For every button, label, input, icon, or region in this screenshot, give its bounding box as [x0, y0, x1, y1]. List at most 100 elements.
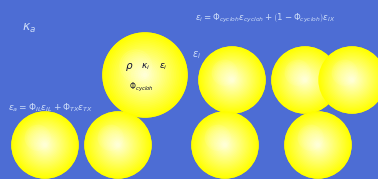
Circle shape	[333, 62, 370, 98]
Circle shape	[118, 48, 172, 102]
Circle shape	[225, 73, 239, 87]
Circle shape	[272, 47, 338, 113]
Text: $\varepsilon_i$: $\varepsilon_i$	[192, 49, 201, 61]
Circle shape	[93, 120, 143, 170]
Circle shape	[302, 129, 334, 161]
Circle shape	[281, 56, 329, 104]
Circle shape	[228, 76, 236, 84]
Text: $\varepsilon_a = \Phi_{IL}\varepsilon_{IL} + \Phi_{TX}\varepsilon_{TX}$: $\varepsilon_a = \Phi_{IL}\varepsilon_{I…	[8, 102, 93, 114]
Circle shape	[110, 137, 126, 153]
Circle shape	[28, 128, 62, 162]
Text: $\varepsilon_i = \Phi_{cycloh}\varepsilon_{cycloh} + \left(1 - \Phi_{cycloh}\rig: $\varepsilon_i = \Phi_{cycloh}\varepsilo…	[195, 11, 336, 25]
Circle shape	[106, 36, 184, 114]
Circle shape	[327, 55, 377, 105]
Circle shape	[293, 68, 317, 92]
Circle shape	[34, 134, 56, 156]
Circle shape	[302, 77, 308, 83]
Circle shape	[289, 64, 321, 96]
Circle shape	[199, 47, 265, 113]
Circle shape	[296, 123, 341, 167]
Circle shape	[89, 116, 147, 174]
Circle shape	[115, 142, 121, 148]
Circle shape	[215, 63, 249, 97]
Circle shape	[288, 115, 349, 175]
Circle shape	[275, 50, 335, 110]
Circle shape	[214, 62, 236, 84]
Circle shape	[283, 58, 327, 102]
Circle shape	[301, 76, 309, 84]
Circle shape	[112, 138, 125, 152]
Circle shape	[285, 60, 325, 100]
Circle shape	[15, 115, 75, 175]
Text: $\varepsilon_i$: $\varepsilon_i$	[159, 62, 167, 72]
Circle shape	[132, 62, 158, 88]
Circle shape	[330, 58, 375, 102]
Circle shape	[105, 132, 131, 158]
Circle shape	[26, 127, 64, 163]
Circle shape	[287, 62, 324, 98]
Circle shape	[289, 116, 347, 174]
Circle shape	[39, 138, 52, 152]
Circle shape	[96, 123, 141, 167]
Circle shape	[349, 77, 355, 83]
Circle shape	[115, 45, 175, 105]
Circle shape	[341, 69, 363, 91]
Circle shape	[103, 33, 187, 117]
Circle shape	[204, 124, 246, 166]
Circle shape	[222, 142, 228, 148]
Circle shape	[113, 140, 123, 150]
Circle shape	[290, 66, 319, 95]
Circle shape	[199, 47, 265, 113]
Circle shape	[224, 72, 240, 88]
Circle shape	[102, 129, 134, 161]
Circle shape	[33, 133, 57, 157]
Circle shape	[300, 75, 310, 85]
Circle shape	[203, 51, 261, 109]
Circle shape	[216, 136, 234, 154]
Circle shape	[220, 140, 230, 150]
Circle shape	[209, 58, 254, 102]
Circle shape	[212, 60, 237, 85]
Circle shape	[40, 140, 50, 150]
Circle shape	[31, 130, 59, 159]
Circle shape	[110, 40, 180, 110]
Circle shape	[106, 133, 130, 157]
Circle shape	[219, 67, 245, 93]
Circle shape	[36, 136, 54, 154]
Circle shape	[143, 73, 147, 77]
Circle shape	[136, 67, 153, 83]
Circle shape	[297, 124, 339, 166]
Circle shape	[217, 66, 246, 95]
Circle shape	[323, 51, 378, 109]
Circle shape	[338, 66, 367, 95]
Text: $\kappa_i$: $\kappa_i$	[141, 62, 150, 72]
Circle shape	[25, 125, 65, 165]
Circle shape	[344, 72, 360, 88]
Circle shape	[98, 125, 123, 150]
Circle shape	[85, 112, 151, 178]
Circle shape	[301, 128, 335, 162]
Circle shape	[104, 130, 133, 159]
Circle shape	[16, 116, 74, 174]
Circle shape	[198, 119, 251, 171]
Circle shape	[319, 47, 378, 113]
Circle shape	[218, 138, 232, 152]
Circle shape	[193, 113, 257, 177]
Circle shape	[213, 133, 237, 157]
Circle shape	[108, 38, 182, 112]
Circle shape	[107, 134, 129, 156]
Circle shape	[211, 59, 253, 101]
Circle shape	[332, 60, 372, 100]
Circle shape	[116, 46, 174, 104]
Circle shape	[101, 128, 135, 162]
Circle shape	[345, 73, 359, 87]
Circle shape	[294, 121, 342, 169]
Text: $\Phi_{\it{cycloh}}$: $\Phi_{\it{cycloh}}$	[129, 80, 153, 94]
Circle shape	[317, 144, 319, 146]
Circle shape	[328, 56, 376, 104]
Circle shape	[214, 134, 235, 156]
Circle shape	[100, 127, 122, 149]
Circle shape	[286, 113, 350, 177]
Circle shape	[20, 120, 70, 170]
Circle shape	[335, 63, 369, 97]
